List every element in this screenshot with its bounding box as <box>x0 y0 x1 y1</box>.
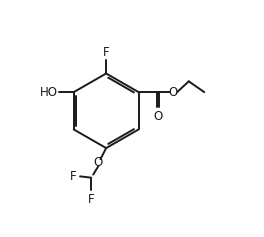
Text: F: F <box>88 192 95 205</box>
Text: O: O <box>154 110 163 123</box>
Text: O: O <box>94 156 103 169</box>
Text: F: F <box>103 46 110 59</box>
Text: O: O <box>169 86 178 99</box>
Text: HO: HO <box>40 86 58 99</box>
Text: F: F <box>70 170 77 183</box>
